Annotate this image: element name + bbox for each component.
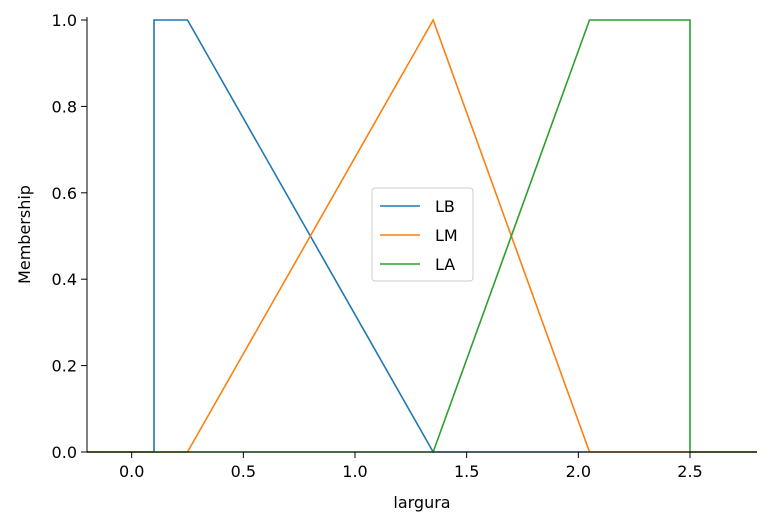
- legend: LB LM LA: [371, 187, 474, 282]
- axes: [86, 17, 757, 453]
- x-axis-title: largura: [393, 493, 450, 512]
- y-tick-label: 0.2: [52, 357, 77, 376]
- y-tick-label: 0.4: [52, 270, 77, 289]
- legend-items: LB LM LA: [380, 197, 458, 274]
- y-tick-label: 0.0: [52, 443, 77, 462]
- x-tick-label: 2.0: [566, 462, 591, 481]
- legend-label-lm: LM: [435, 226, 458, 245]
- y-tick-label: 0.8: [52, 97, 77, 116]
- x-tick-label: 0.5: [231, 462, 256, 481]
- y-axis-title: Membership: [15, 185, 34, 284]
- x-tick-label: 2.5: [677, 462, 702, 481]
- y-tick-label: 1.0: [52, 11, 77, 30]
- legend-label-lb: LB: [435, 197, 455, 216]
- x-tick-label: 1.5: [454, 462, 479, 481]
- legend-box: [371, 187, 474, 282]
- y-tick-label: 0.6: [52, 184, 77, 203]
- x-ticks: 0.0 0.5 1.0 1.5 2.0 2.5: [119, 452, 703, 481]
- legend-label-la: LA: [435, 255, 455, 274]
- x-tick-label: 0.0: [119, 462, 144, 481]
- y-ticks: 0.0 0.2 0.4 0.6 0.8 1.0: [52, 11, 87, 462]
- x-tick-label: 1.0: [342, 462, 367, 481]
